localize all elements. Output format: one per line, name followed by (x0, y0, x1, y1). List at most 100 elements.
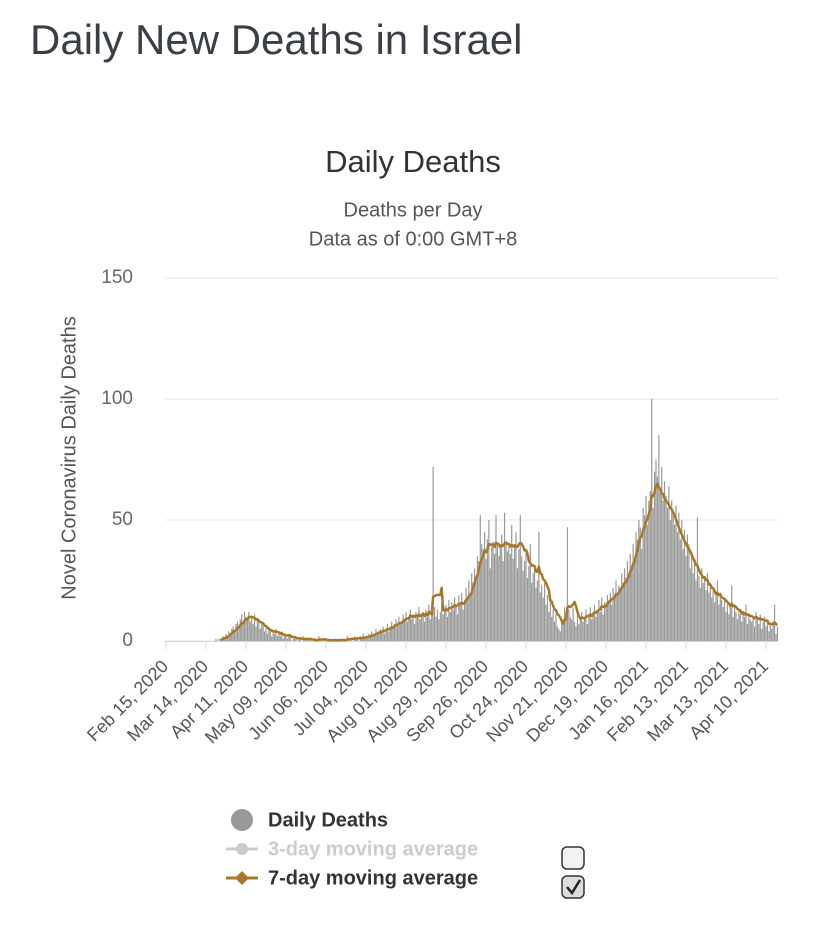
bar (403, 619, 406, 641)
bar (279, 636, 281, 641)
y-axis-label: Novel Coronavirus Daily Deaths (58, 316, 80, 599)
bar (538, 532, 540, 641)
bar (432, 466, 434, 641)
bar (713, 602, 716, 641)
bar (299, 638, 301, 641)
bar (739, 614, 741, 641)
legend-label[interactable]: Daily Deaths (268, 809, 388, 831)
bar (385, 628, 387, 641)
bar (459, 604, 461, 641)
bar (581, 611, 583, 641)
bar (495, 515, 497, 641)
bar (248, 611, 250, 641)
bar (361, 638, 363, 641)
bar (609, 592, 611, 641)
bar (613, 597, 616, 641)
bar (601, 597, 603, 641)
bar (542, 597, 544, 641)
bar (241, 614, 243, 641)
bar (639, 527, 641, 641)
bar (669, 520, 671, 641)
bar (293, 636, 296, 641)
bar (468, 580, 470, 641)
bar (539, 592, 541, 641)
bar (378, 631, 380, 641)
bar (559, 631, 561, 641)
bar (535, 587, 537, 641)
bar (521, 556, 523, 641)
bar (736, 619, 739, 641)
bar (245, 616, 247, 641)
bar (753, 626, 756, 641)
bar (486, 539, 489, 641)
y-tick-label: 100 (101, 388, 133, 409)
bar (745, 604, 747, 641)
bar (382, 626, 384, 641)
bar (776, 626, 779, 641)
legend-checkbox[interactable] (561, 875, 585, 899)
legend-label[interactable]: 7-day moving average (268, 867, 478, 889)
bar (645, 495, 647, 641)
bar (281, 631, 283, 641)
bar (642, 507, 644, 641)
bar (253, 614, 256, 641)
bar (563, 607, 566, 641)
chart-subtitle: Deaths per Day (344, 199, 483, 221)
bar (251, 616, 253, 641)
bar (661, 466, 663, 641)
bar (775, 633, 777, 641)
bar (295, 638, 297, 641)
legend-symbol (235, 871, 249, 885)
bar (761, 628, 763, 641)
bar (589, 607, 591, 641)
bar (386, 624, 389, 641)
bar (398, 616, 400, 641)
bar (692, 573, 694, 641)
bar (501, 534, 503, 641)
bar (742, 611, 744, 641)
bar (626, 561, 629, 641)
bar (599, 611, 601, 641)
bar (492, 541, 494, 641)
bar (691, 551, 693, 641)
bar (283, 633, 286, 641)
bar (596, 609, 599, 641)
bar (273, 633, 276, 641)
bar (472, 582, 474, 641)
bar (718, 604, 720, 641)
bar (666, 507, 669, 641)
legend-label[interactable]: 3-day moving average (268, 838, 478, 860)
bar (426, 616, 429, 641)
legend-symbol (236, 843, 248, 855)
bar (401, 624, 403, 641)
bar (653, 471, 656, 641)
bar (455, 607, 457, 641)
bar (719, 592, 721, 641)
y-tick-label: 150 (101, 267, 133, 288)
bar (705, 590, 707, 641)
bar (531, 582, 533, 641)
bar (451, 602, 453, 641)
bar (729, 604, 731, 641)
bar (263, 631, 266, 641)
bar (376, 633, 379, 641)
bar (259, 628, 261, 641)
bar (756, 619, 759, 641)
bar (438, 619, 440, 641)
bar (635, 532, 637, 641)
bar (652, 507, 654, 641)
bar (573, 621, 576, 641)
bar (612, 587, 614, 641)
bar (452, 609, 454, 641)
legend-checkbox[interactable] (561, 846, 585, 870)
bar (429, 619, 431, 641)
bar (585, 609, 587, 641)
legend-symbol (231, 809, 253, 831)
bar (733, 607, 736, 641)
bar (649, 490, 651, 641)
bar (265, 628, 267, 641)
bar (442, 614, 444, 641)
bar (541, 585, 543, 641)
bar (586, 624, 589, 641)
bar (668, 486, 670, 641)
